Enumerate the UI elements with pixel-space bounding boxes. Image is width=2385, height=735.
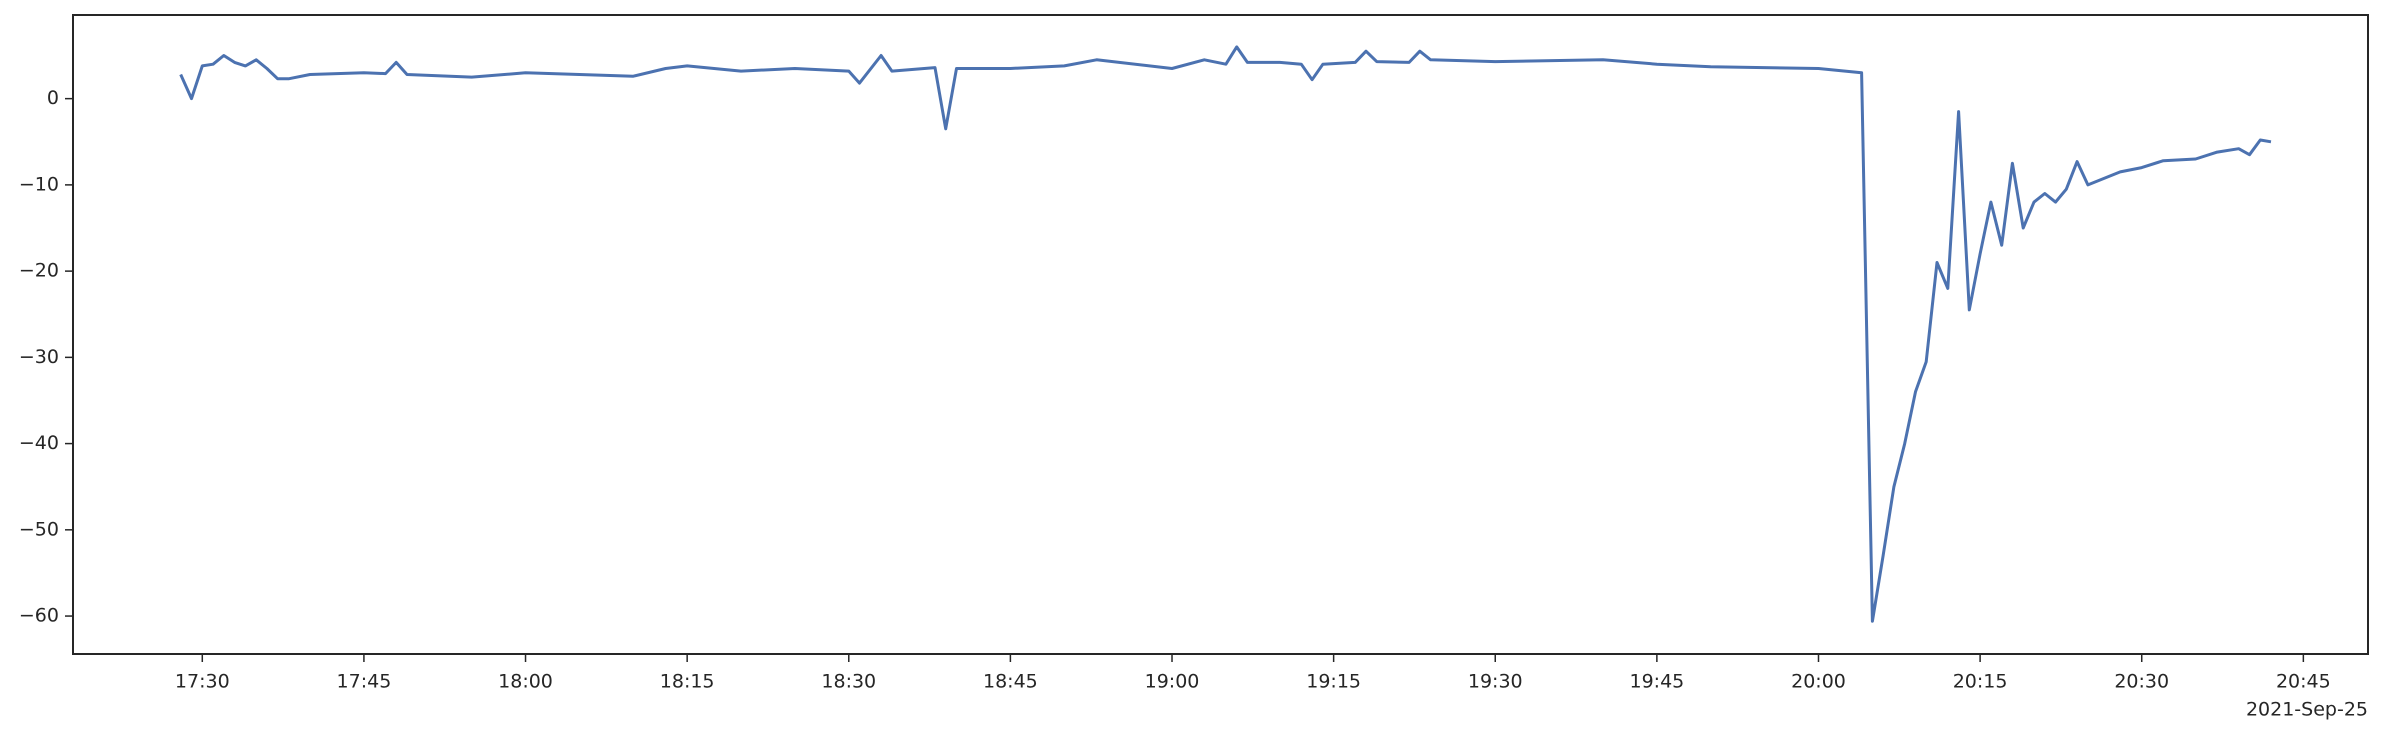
x-tick-label: 17:30 [175,671,230,693]
x-tick-label: 17:45 [337,671,392,693]
y-tick-label: 0 [47,87,59,109]
y-tick-label: −50 [19,518,59,540]
x-tick-label: 20:45 [2276,671,2331,693]
plot-frame [72,14,2369,655]
x-tick-label: 18:15 [660,671,715,693]
y-tick-label: −20 [19,260,59,282]
y-tick-label: −60 [19,605,59,627]
x-tick-label: 18:30 [821,671,876,693]
data-line [179,45,2272,623]
x-tick-label: 18:45 [983,671,1038,693]
x-tick-label: 19:45 [1629,671,1684,693]
y-tick-label: −40 [19,432,59,454]
x-tick-label: 19:00 [1145,671,1200,693]
y-tick-label: −30 [19,346,59,368]
x-tick-label: 18:00 [498,671,553,693]
x-tick-label: 20:30 [2114,671,2169,693]
y-tick-label: −10 [19,173,59,195]
x-offset-label: 2021-Sep-25 [2246,699,2368,721]
x-tick-label: 19:15 [1306,671,1361,693]
x-tick-label: 20:00 [1791,671,1846,693]
x-tick-label: 19:30 [1468,671,1523,693]
x-tick-label: 20:15 [1953,671,2008,693]
